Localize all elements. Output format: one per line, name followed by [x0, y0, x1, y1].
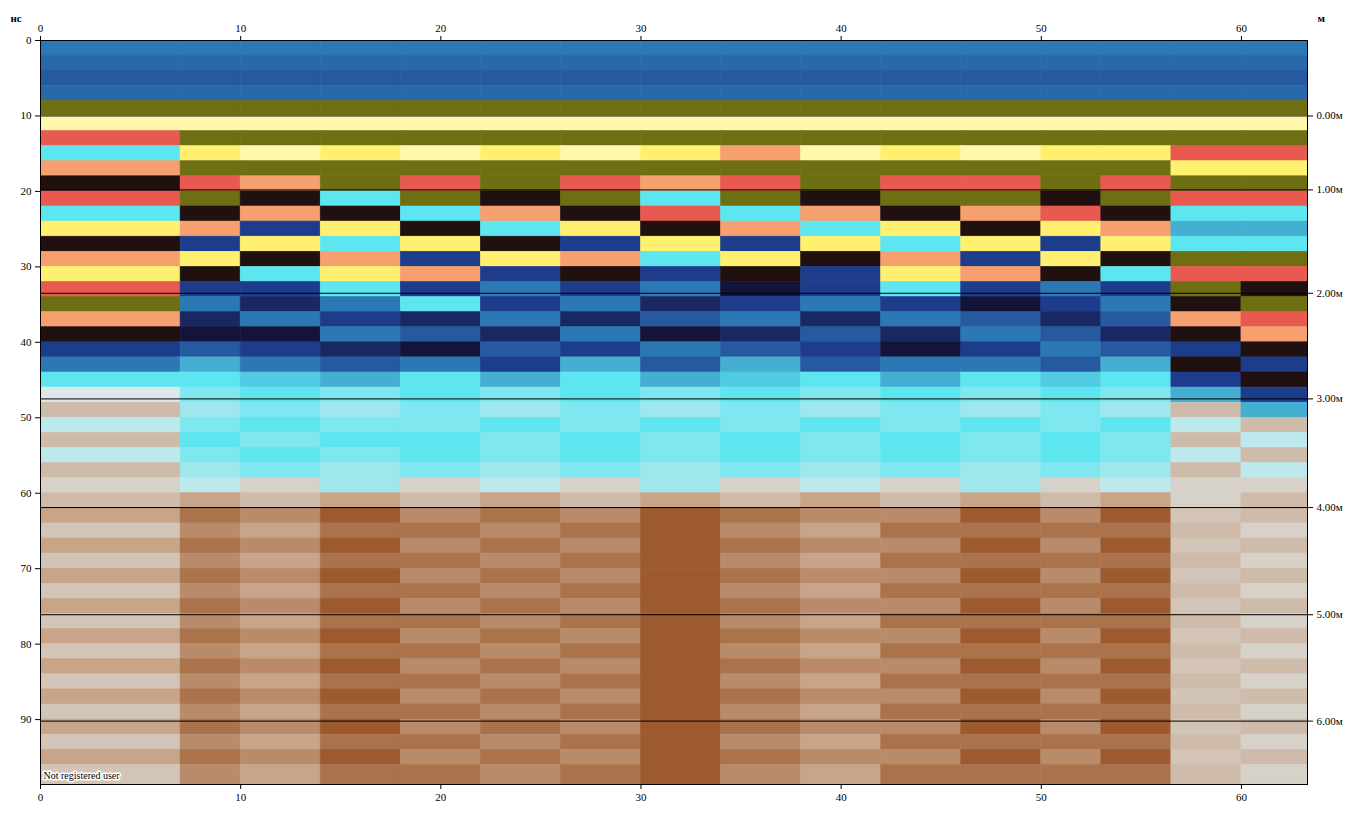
svg-text:60: 60 [21, 487, 33, 499]
svg-text:10: 10 [235, 791, 247, 803]
svg-text:30: 30 [635, 791, 647, 803]
svg-text:20: 20 [435, 791, 447, 803]
svg-text:0: 0 [26, 34, 32, 46]
svg-text:40: 40 [21, 336, 33, 348]
svg-text:3.00м: 3.00м [1317, 392, 1343, 404]
svg-text:50: 50 [21, 411, 33, 423]
svg-text:0: 0 [38, 791, 44, 803]
svg-text:20: 20 [21, 185, 33, 197]
svg-text:0.00м: 0.00м [1317, 109, 1343, 121]
svg-text:10: 10 [235, 22, 247, 34]
svg-text:60: 60 [1236, 22, 1248, 34]
svg-text:1.00м: 1.00м [1317, 183, 1343, 195]
svg-text:90: 90 [21, 713, 33, 725]
svg-text:м: м [1318, 12, 1326, 24]
svg-text:2.00м: 2.00м [1317, 287, 1343, 299]
svg-text:20: 20 [435, 22, 447, 34]
svg-text:30: 30 [635, 22, 647, 34]
svg-text:50: 50 [1036, 22, 1048, 34]
svg-text:40: 40 [836, 22, 848, 34]
svg-text:10: 10 [21, 109, 33, 121]
svg-text:70: 70 [21, 562, 33, 574]
svg-text:80: 80 [21, 638, 33, 650]
svg-text:50: 50 [1036, 791, 1048, 803]
svg-text:40: 40 [836, 791, 848, 803]
svg-text:Not registered user: Not registered user [44, 770, 121, 781]
svg-text:нс: нс [11, 12, 22, 24]
svg-text:60: 60 [1236, 791, 1248, 803]
svg-text:0: 0 [38, 22, 44, 34]
svg-text:5.00м: 5.00м [1317, 608, 1343, 620]
svg-text:4.00м: 4.00м [1317, 501, 1343, 513]
svg-text:6.00м: 6.00м [1317, 715, 1343, 727]
svg-text:30: 30 [21, 260, 33, 272]
